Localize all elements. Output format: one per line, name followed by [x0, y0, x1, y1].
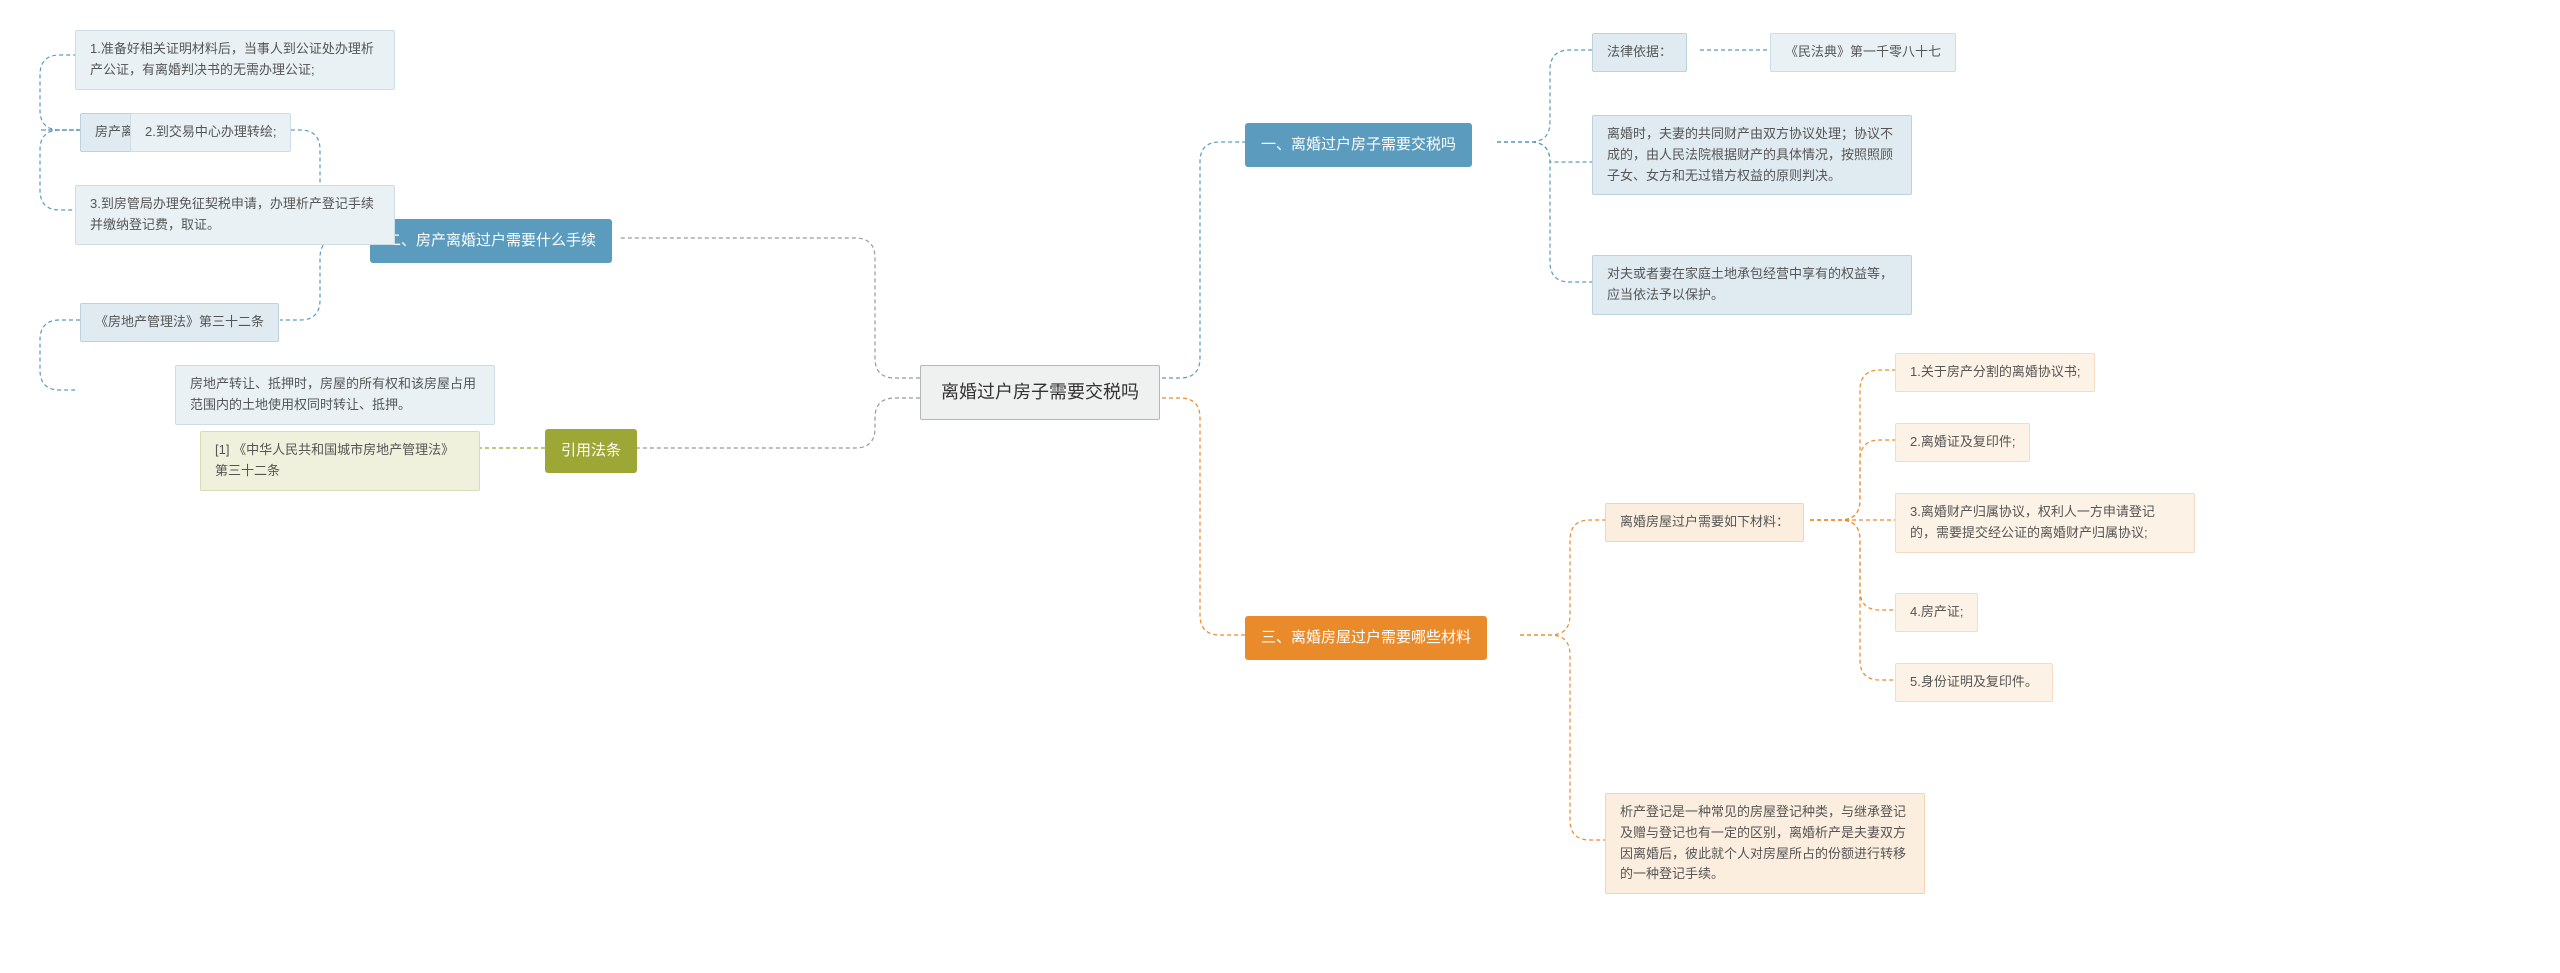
branch-1-child-1-leaf[interactable]: 《民法典》第一千零八十七 [1770, 33, 1956, 72]
branch-3-child-1-leaf-2[interactable]: 2.离婚证及复印件; [1895, 423, 2030, 462]
branch-2-child-1-leaf-2[interactable]: 2.到交易中心办理转绘; [130, 113, 291, 152]
branch-2-child-2[interactable]: 《房地产管理法》第三十二条 [80, 303, 279, 342]
branch-3-child-1-leaf-1[interactable]: 1.关于房产分割的离婚协议书; [1895, 353, 2095, 392]
branch-4-title[interactable]: 引用法条 [545, 429, 637, 473]
branch-3-child-1[interactable]: 离婚房屋过户需要如下材料： [1605, 503, 1804, 542]
branch-2-child-1-leaf-1[interactable]: 1.准备好相关证明材料后，当事人到公证处办理析产公证，有离婚判决书的无需办理公证… [75, 30, 395, 90]
branch-4-child-1[interactable]: [1] 《中华人民共和国城市房地产管理法》 第三十二条 [200, 431, 480, 491]
branch-3-child-2[interactable]: 析产登记是一种常见的房屋登记种类，与继承登记及赠与登记也有一定的区别，离婚析产是… [1605, 793, 1925, 894]
branch-2-child-2-leaf[interactable]: 房地产转让、抵押时，房屋的所有权和该房屋占用范围内的土地使用权同时转让、抵押。 [175, 365, 495, 425]
branch-3-title[interactable]: 三、离婚房屋过户需要哪些材料 [1245, 616, 1487, 660]
branch-2-title[interactable]: 二、房产离婚过户需要什么手续 [370, 219, 612, 263]
branch-1-child-1[interactable]: 法律依据： [1592, 33, 1687, 72]
branch-3-child-1-leaf-5[interactable]: 5.身份证明及复印件。 [1895, 663, 2053, 702]
branch-2-child-1-leaf-3[interactable]: 3.到房管局办理免征契税申请，办理析产登记手续并缴纳登记费，取证。 [75, 185, 395, 245]
branch-1-child-2[interactable]: 离婚时，夫妻的共同财产由双方协议处理；协议不成的，由人民法院根据财产的具体情况，… [1592, 115, 1912, 195]
branch-3-child-1-leaf-4[interactable]: 4.房产证; [1895, 593, 1978, 632]
branch-3-child-1-leaf-3[interactable]: 3.离婚财产归属协议，权利人一方申请登记的，需要提交经公证的离婚财产归属协议; [1895, 493, 2195, 553]
branch-1-child-3[interactable]: 对夫或者妻在家庭土地承包经营中享有的权益等，应当依法予以保护。 [1592, 255, 1912, 315]
branch-1-title[interactable]: 一、离婚过户房子需要交税吗 [1245, 123, 1472, 167]
mindmap-root[interactable]: 离婚过户房子需要交税吗 [920, 365, 1160, 420]
